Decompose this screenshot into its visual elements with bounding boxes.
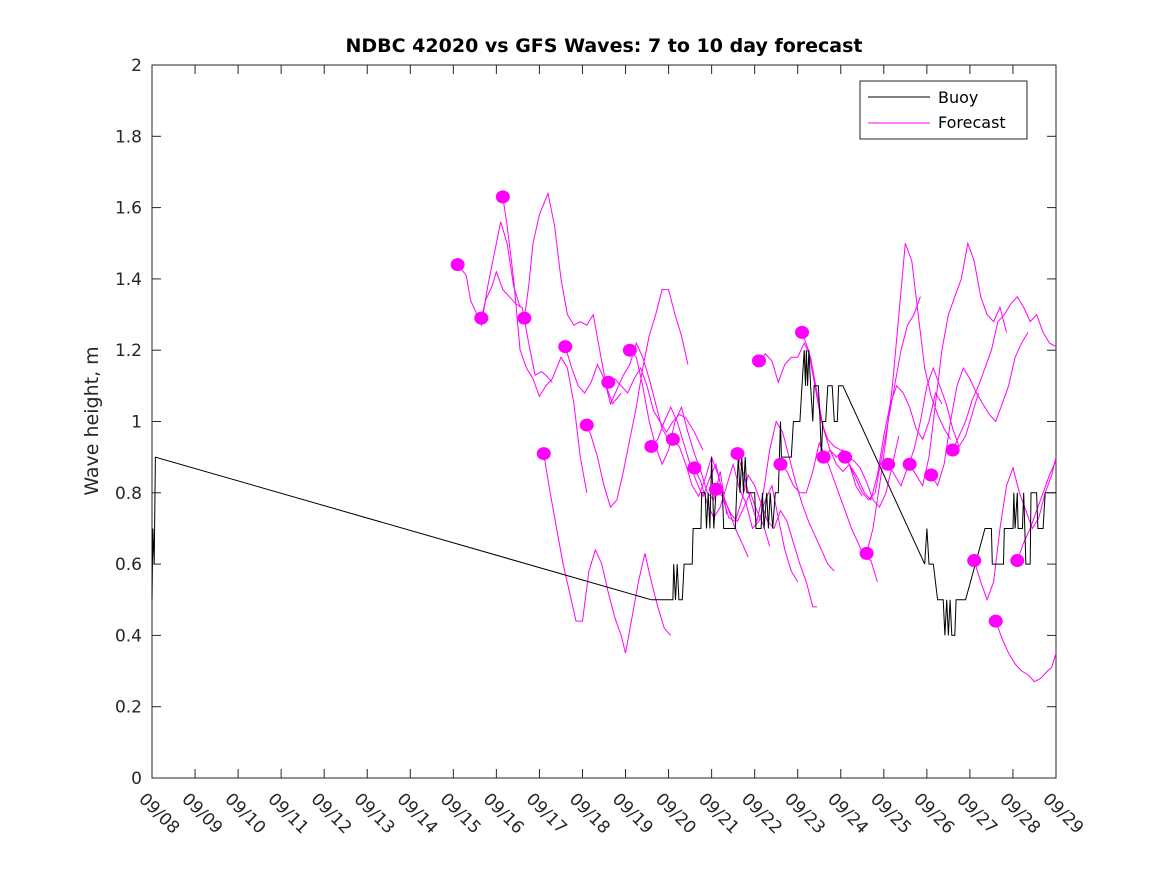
forecast-trace (564, 341, 670, 440)
forecast-marker (601, 375, 616, 389)
forecast-trace (844, 384, 943, 501)
y-tick-label: 0.8 (115, 484, 142, 504)
forecast-marker (1010, 554, 1025, 568)
y-tick-label: 0 (131, 769, 142, 789)
plot-area: 09/0809/0909/1009/1109/1209/1309/1409/15… (115, 56, 1087, 838)
y-tick-label: 1.8 (115, 127, 142, 147)
forecast-marker (708, 482, 723, 496)
forecast-marker (665, 432, 680, 446)
data-layer (151, 190, 1057, 683)
forecast-marker (579, 418, 594, 432)
forecast-marker (773, 457, 788, 471)
forecast-marker (644, 439, 659, 453)
forecast-marker (450, 258, 465, 272)
forecast-trace (866, 243, 951, 554)
forecast-trace (1016, 460, 1057, 561)
forecast-marker (474, 311, 489, 325)
forecast-marker (816, 450, 831, 464)
forecast-trace (693, 462, 799, 583)
y-tick-label: 1.2 (115, 341, 142, 361)
forecast-marker (495, 190, 510, 204)
forecast-trace (586, 289, 689, 509)
buoy-line (151, 350, 1056, 636)
forecast-marker (730, 447, 745, 461)
forecast-marker (924, 468, 939, 482)
y-tick-label: 1.4 (115, 270, 142, 290)
y-tick-label: 1.6 (115, 199, 142, 219)
chart-title: NDBC 42020 vs GFS Waves: 7 to 10 day for… (345, 35, 862, 57)
y-tick-label: 2 (131, 56, 142, 76)
forecast-marker (536, 447, 551, 461)
forecast-marker (945, 443, 960, 457)
forecast-marker (558, 340, 573, 354)
y-tick-label: 0.4 (115, 626, 142, 646)
forecast-trace (543, 453, 672, 654)
forecast-marker (622, 343, 637, 357)
forecast-marker (517, 311, 532, 325)
forecast-marker (902, 457, 917, 471)
legend-buoy-label: Buoy (938, 88, 978, 107)
forecast-marker (751, 354, 766, 368)
forecast-trace (930, 332, 1029, 487)
forecast-marker (795, 325, 810, 339)
forecast-trace (736, 420, 835, 572)
forecast-marker (838, 450, 853, 464)
forecast-trace (952, 295, 1057, 451)
forecast-marker (988, 614, 1003, 628)
legend: Buoy Forecast (859, 80, 1028, 140)
forecast-trace (995, 620, 1057, 683)
forecast-marker (687, 461, 702, 475)
forecast-trace (502, 196, 588, 493)
legend-box (859, 80, 1028, 140)
y-tick-label: 0.2 (115, 698, 142, 718)
y-tick-label: 1 (131, 413, 142, 433)
forecast-trace (973, 456, 1057, 602)
legend-forecast-label: Forecast (938, 113, 1006, 132)
forecast-marker (859, 546, 874, 560)
forecast-marker (967, 554, 982, 568)
y-axis-label: Wave height, m (81, 346, 103, 495)
axes-frame (151, 64, 1057, 779)
forecast-trace (523, 191, 622, 405)
forecast-marker (881, 457, 896, 471)
forecast-trace (457, 221, 521, 328)
forecast-trace (887, 366, 979, 487)
y-tick-label: 0.6 (115, 555, 142, 575)
